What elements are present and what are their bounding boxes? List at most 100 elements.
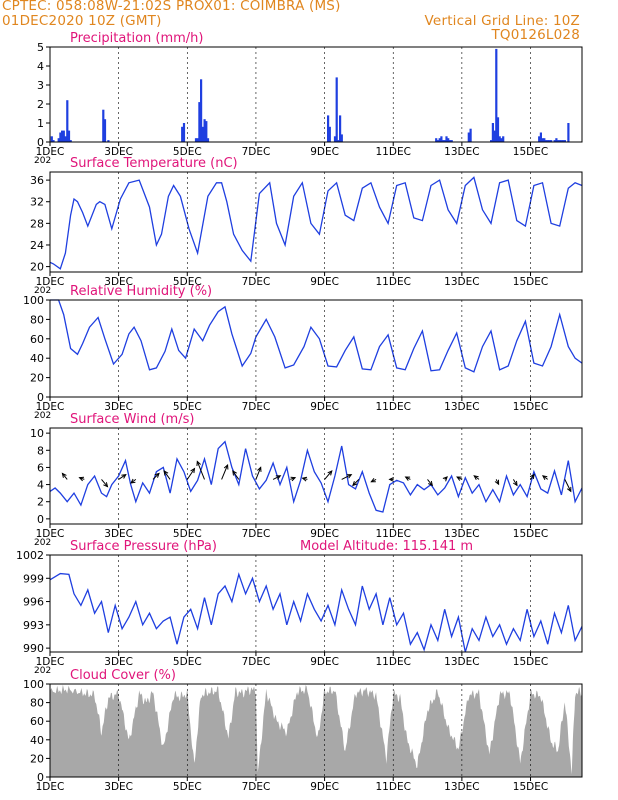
wind-arrow-head (494, 479, 500, 486)
precip-bar (545, 140, 548, 142)
precip-bar (469, 128, 472, 142)
precip-bar (103, 119, 107, 142)
precip-bar (194, 138, 198, 142)
precip-bar (557, 140, 560, 142)
pres-series-line (49, 572, 583, 653)
precip-bar (327, 115, 330, 142)
precip-bar (335, 77, 338, 142)
precip-bar (436, 140, 439, 142)
wind-arrow-head (388, 477, 394, 482)
cloud-xtick-label: 15DEC (513, 781, 548, 793)
precip-bar (50, 136, 53, 142)
precip-bar (447, 138, 450, 142)
wind-arrow (352, 479, 360, 486)
cloud-xtick-label: 13DEC (444, 781, 479, 793)
cloud-area (50, 684, 582, 777)
wind-arrow-head (154, 472, 160, 478)
temp-xtick-label: 3DEC (104, 276, 133, 288)
rh-xtick-label: 1DEC (36, 401, 65, 413)
wind-arrow-head (512, 480, 518, 487)
wind-arrow (427, 479, 433, 486)
precip-ytick-label: 5 (37, 41, 44, 54)
precip-bar (200, 79, 203, 142)
wind-arrow-head (257, 466, 262, 472)
pres-frame (49, 554, 583, 653)
precip-xtick-label: 9DEC (310, 146, 339, 158)
precip-bar (67, 130, 71, 142)
wind-arrow (232, 470, 240, 480)
cloud-xtick-label: 7DEC (242, 781, 271, 793)
pres-xtick-label: 5DEC (173, 656, 202, 668)
wind-xtick-label: 1DEC (36, 528, 65, 540)
pres-xtick-label: 7DEC (242, 656, 271, 668)
temp-frame (49, 171, 583, 273)
wind-ytick-label: 4 (37, 479, 44, 492)
precip-bar (548, 140, 551, 142)
wind-arrow (564, 479, 572, 492)
rh-ytick-label: 60 (30, 333, 44, 346)
temp-series-line (49, 176, 583, 270)
temp-xtick-label: 7DEC (242, 276, 271, 288)
precip-bar (450, 140, 453, 142)
temp-ytick-label: 32 (30, 196, 44, 209)
wind-arrow (118, 474, 127, 480)
precip-bar (69, 140, 72, 142)
precip-ytick-label: 4 (37, 60, 44, 73)
pres-ytick-label: 999 (23, 572, 44, 585)
precip-bar (496, 117, 500, 142)
wind-arrow (221, 464, 229, 480)
precip-ytick-label: 1 (37, 117, 44, 130)
precip-bar (64, 136, 67, 142)
wind-title: Surface Wind (m/s) (70, 412, 194, 427)
precip-bar (550, 140, 553, 142)
pres-ytick-label: 993 (23, 619, 44, 632)
wind-arrow-head (301, 476, 308, 482)
wind-ytick-label: 10 (30, 427, 44, 440)
precip-bar (59, 132, 62, 142)
temp-ytick-label: 24 (30, 239, 44, 252)
header-date: 01DEC2020 10Z (GMT) (2, 13, 162, 29)
wind-arrow-head (529, 473, 535, 480)
pres-year-label: 202 (34, 666, 51, 676)
wind-arrow-head (232, 470, 237, 476)
wind-arrow (186, 468, 195, 480)
precip-bar (502, 136, 505, 142)
precip-bar (543, 138, 546, 142)
precip-bar (52, 140, 55, 142)
temp-xtick-label: 11DEC (376, 276, 411, 288)
precip-bar (555, 138, 558, 142)
wind-arrow (101, 479, 108, 487)
precip-bar (435, 138, 438, 142)
wind-xtick-label: 13DEC (444, 528, 479, 540)
wind-series-line (49, 440, 583, 513)
precip-xtick-label: 13DEC (444, 146, 479, 158)
precip-bar (495, 48, 498, 142)
cloud-xtick-label: 11DEC (376, 781, 411, 793)
temp-xtick-label: 1DEC (36, 276, 65, 288)
precip-xtick-label: 3DEC (104, 146, 133, 158)
wind-arrow-head (223, 463, 229, 470)
wind-arrow-head (456, 476, 462, 481)
cloud-xtick-label: 1DEC (36, 781, 65, 793)
wind-xtick-label: 7DEC (242, 528, 271, 540)
precip-bar (57, 138, 60, 142)
cloud-ytick-label: 40 (30, 734, 44, 747)
wind-arrow (152, 473, 160, 480)
wind-arrow (272, 475, 281, 480)
temp-xtick-label: 9DEC (310, 276, 339, 288)
pres-xtick-label: 1DEC (36, 656, 65, 668)
precip-xtick-label: 15DEC (513, 146, 548, 158)
rh-ytick-label: 100 (23, 294, 44, 307)
rh-xtick-label: 15DEC (513, 401, 548, 413)
wind-xtick-label: 9DEC (310, 528, 339, 540)
precip-bar (340, 134, 343, 142)
precip-bar (107, 140, 110, 142)
temp-xtick-label: 13DEC (444, 276, 479, 288)
cloud-title: Cloud Cover (%) (70, 668, 176, 683)
wind-arrow-head (61, 472, 67, 478)
precip-bar (500, 138, 503, 142)
temp-title: Surface Temperature (nC) (70, 156, 238, 171)
temp-xtick-label: 5DEC (173, 276, 202, 288)
wind-arrow (163, 470, 171, 480)
precip-bar (442, 140, 445, 142)
